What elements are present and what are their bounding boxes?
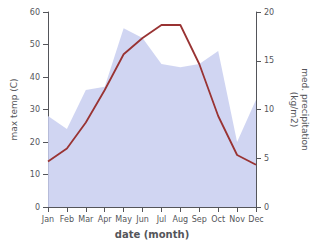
- svg-text:30: 30: [30, 105, 40, 114]
- svg-text:10: 10: [30, 170, 40, 179]
- svg-text:med. precipitation: med. precipitation: [300, 68, 310, 150]
- svg-text:Mar: Mar: [78, 215, 94, 224]
- svg-text:Sep: Sep: [192, 215, 207, 224]
- svg-text:Jul: Jul: [156, 215, 167, 224]
- svg-text:0: 0: [35, 203, 40, 212]
- svg-text:20: 20: [30, 138, 40, 147]
- svg-text:Apr: Apr: [98, 215, 113, 224]
- svg-text:max temp (C): max temp (C): [9, 78, 19, 140]
- svg-text:Jun: Jun: [135, 215, 149, 224]
- svg-text:Aug: Aug: [173, 215, 189, 224]
- svg-text:Jan: Jan: [41, 215, 54, 224]
- svg-text:10: 10: [264, 105, 274, 114]
- svg-text:date (month): date (month): [115, 229, 189, 240]
- svg-text:0: 0: [264, 203, 269, 212]
- svg-text:50: 50: [30, 40, 40, 49]
- svg-text:Dec: Dec: [248, 215, 263, 224]
- svg-text:40: 40: [30, 73, 40, 82]
- svg-text:20: 20: [264, 8, 274, 17]
- svg-text:5: 5: [264, 154, 269, 163]
- svg-text:Feb: Feb: [60, 215, 74, 224]
- svg-text:60: 60: [30, 8, 40, 17]
- svg-text:15: 15: [264, 56, 274, 65]
- svg-text:(kg/m2): (kg/m2): [289, 92, 299, 127]
- svg-text:Oct: Oct: [211, 215, 225, 224]
- svg-text:Nov: Nov: [229, 215, 245, 224]
- svg-text:May: May: [115, 215, 132, 224]
